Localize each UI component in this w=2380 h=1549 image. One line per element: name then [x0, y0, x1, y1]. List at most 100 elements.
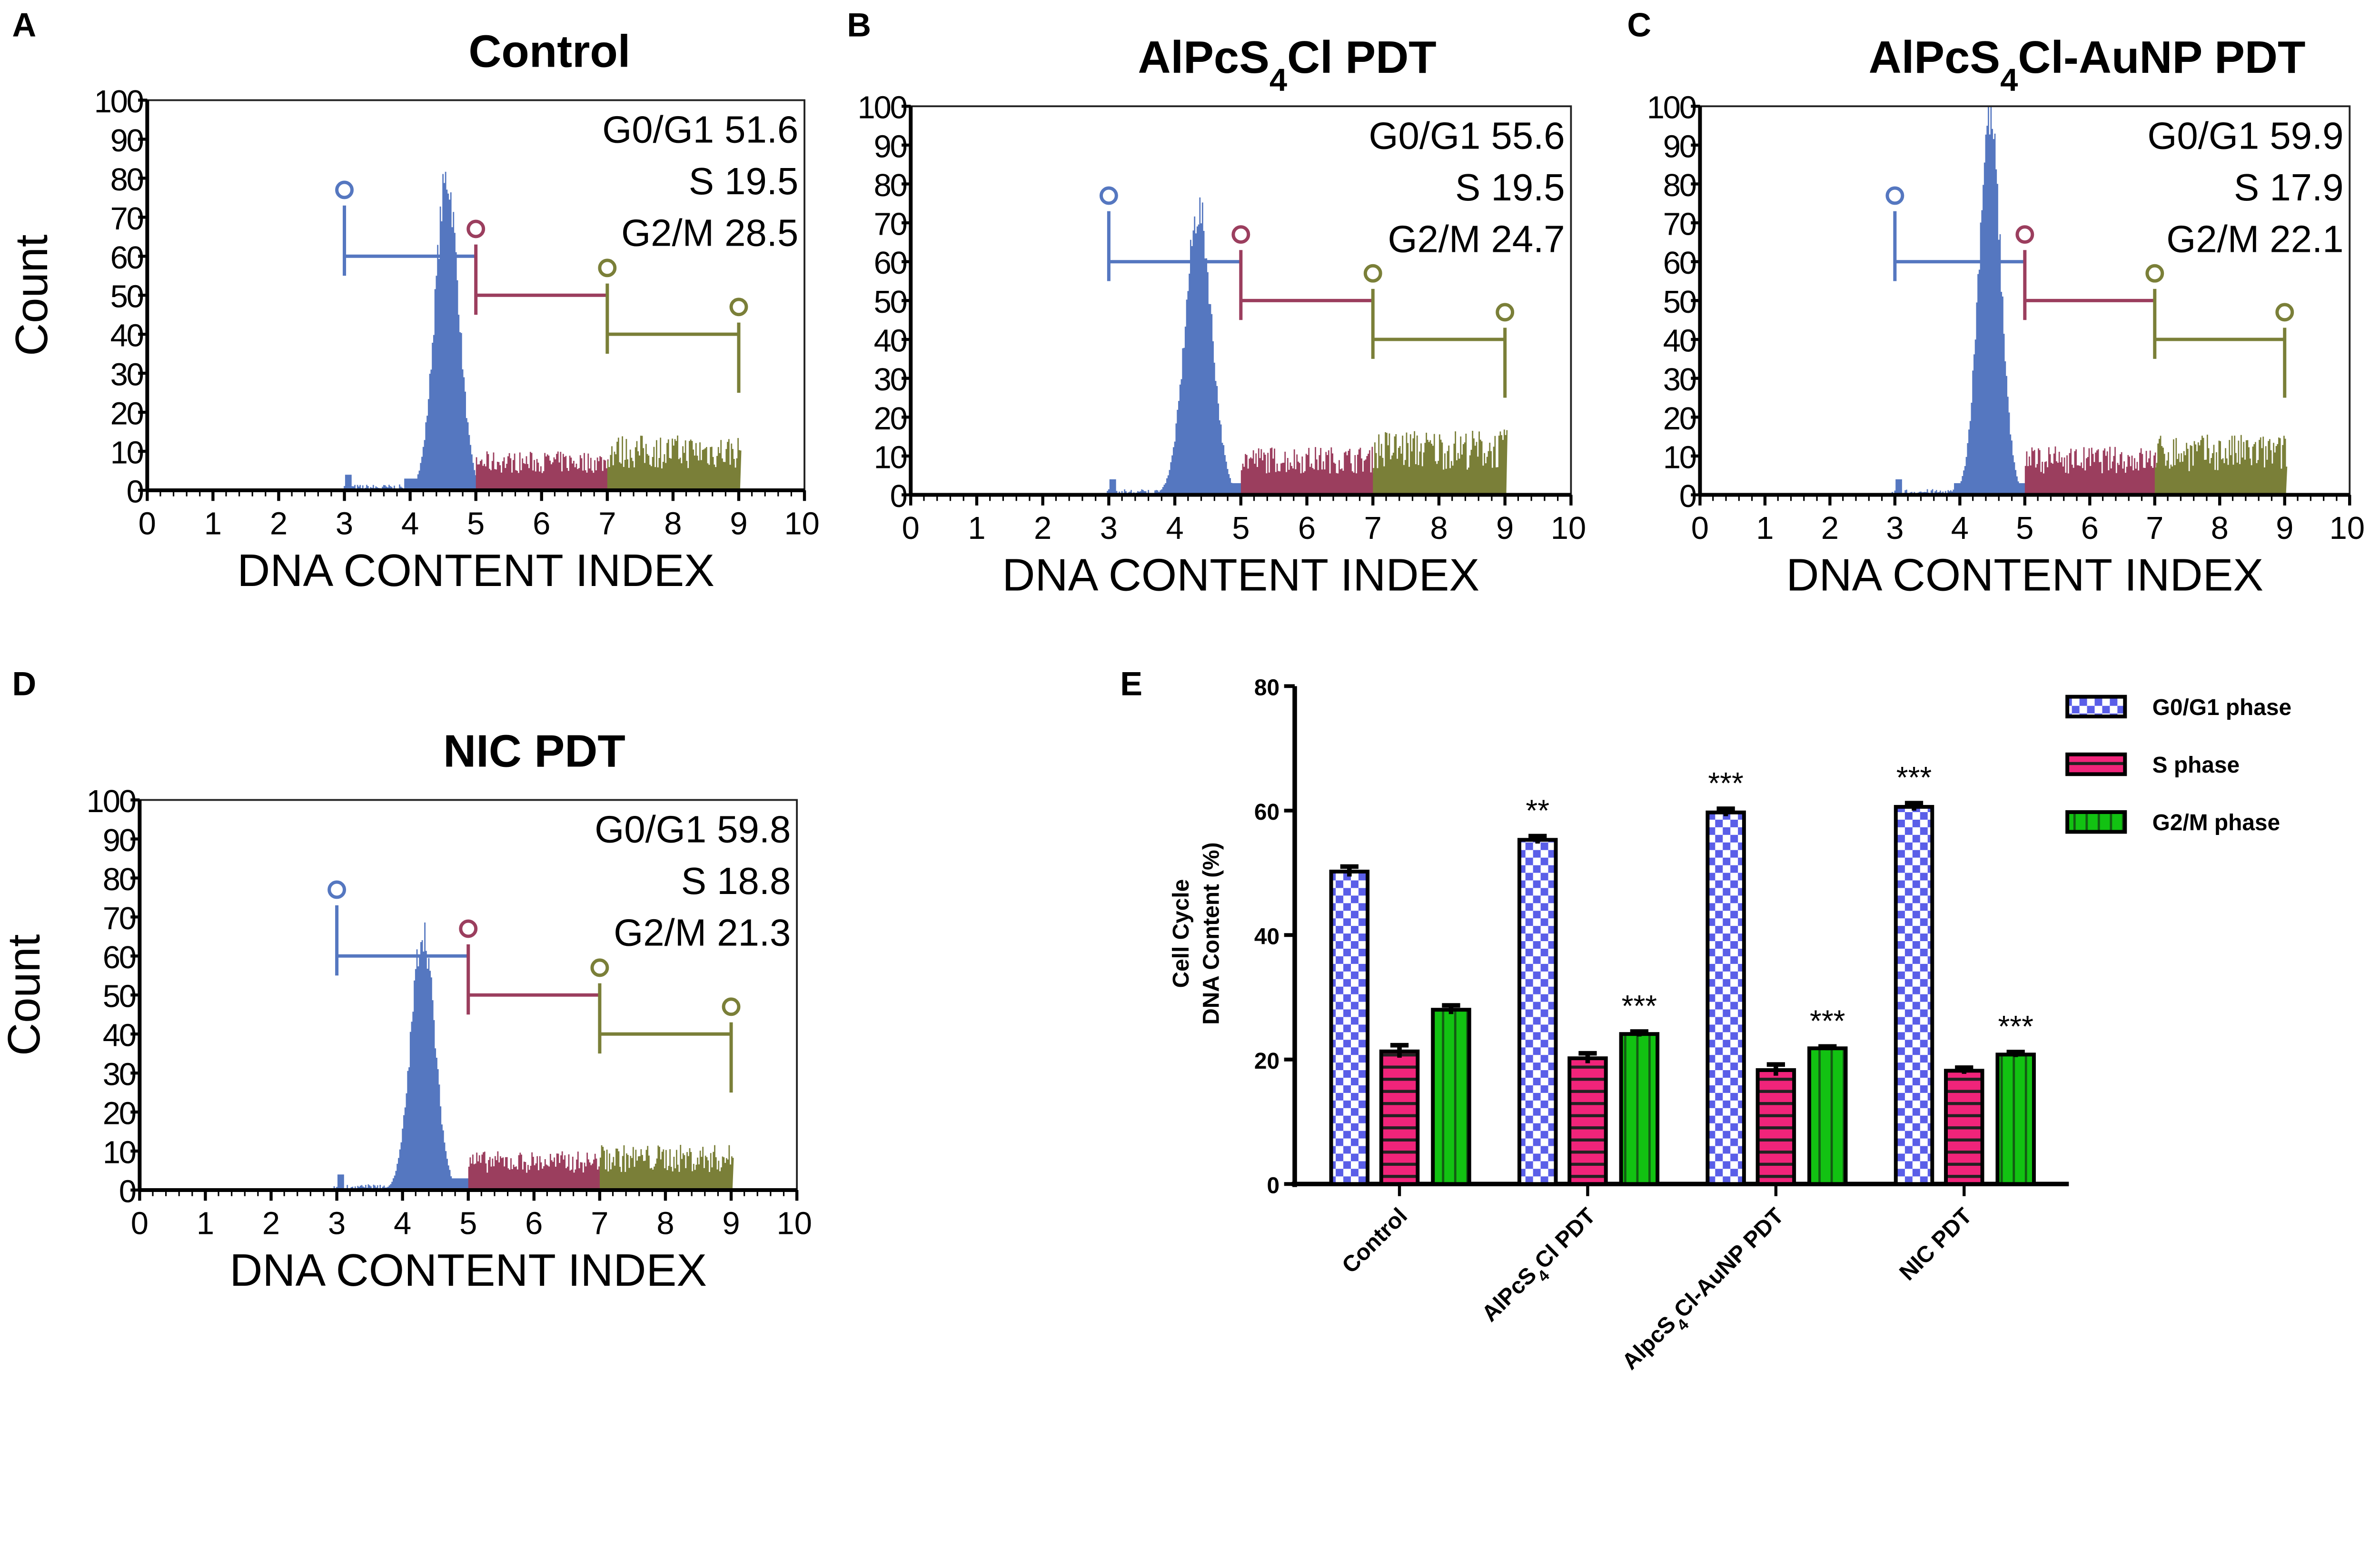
bar-g0g1: [1517, 838, 1558, 1186]
x-tick-label: 4: [1166, 510, 1183, 546]
legend-swatch: [2065, 695, 2127, 719]
gate-handle-icon: [466, 219, 486, 238]
x-tick-label: 0: [131, 1205, 149, 1241]
y-tick-label: 20: [874, 401, 907, 437]
y-tick-label: 40: [110, 318, 143, 354]
y-tick-label: 50: [1663, 284, 1696, 320]
y-tick-label: 0: [1679, 478, 1696, 514]
category-label: AlPcS4Cl PDT: [1477, 1203, 1606, 1332]
category-label: AlpcS4Cl-AuNP PDT: [1617, 1203, 1794, 1380]
x-tick-label: 2: [270, 506, 288, 541]
x-tick-label: 6: [1298, 510, 1316, 546]
legend-label: S phase: [2152, 753, 2240, 778]
panel-label-a: A: [12, 6, 37, 44]
gate-marker-s: [1231, 225, 1373, 320]
panel-title: NIC PDT: [443, 725, 625, 776]
category-label-main: AlPcS: [1477, 1262, 1541, 1327]
x-axis-label: DNA CONTENT INDEX: [237, 545, 714, 596]
x-tick-label: 8: [664, 506, 682, 541]
y-tick-label: 90: [1663, 129, 1696, 164]
x-tick-label: 8: [656, 1205, 674, 1241]
x-tick-label: 3: [1100, 510, 1118, 546]
y-tick-label: 40: [874, 323, 907, 359]
x-tick-label: 10: [1551, 510, 1586, 546]
panel-label-b: B: [847, 6, 871, 44]
y-tick-label: 40: [1254, 924, 1279, 949]
panel-title-main: NIC PDT: [443, 725, 625, 776]
significance-marker: ***: [1810, 1003, 1845, 1038]
y-axis-label: Count: [0, 934, 50, 1056]
category-label: NIC PDT: [1894, 1203, 1977, 1286]
legend-label: G2/M phase: [2152, 810, 2280, 835]
x-tick-label: 3: [1886, 510, 1904, 546]
y-tick-label: 80: [103, 862, 136, 897]
y-tick-label: 20: [1254, 1049, 1279, 1074]
y-axis-label-line1: Cell Cycle: [1169, 879, 1194, 988]
x-tick-label: 0: [139, 506, 156, 541]
gate-handle-icon: [590, 958, 609, 977]
gate-marker-g2m: [590, 958, 741, 1093]
stat-label: G0/G1 51.6: [602, 109, 798, 151]
x-tick-label: 6: [533, 506, 550, 541]
x-tick-label: 10: [2330, 510, 2365, 546]
gate-marker-s: [459, 919, 600, 1015]
bar-g2m: [1807, 1046, 1848, 1186]
bar-g0g1: [1894, 804, 1934, 1186]
panel-label-d: D: [12, 665, 37, 702]
y-tick-label: 0: [890, 478, 907, 514]
category-label-rest: Cl PDT: [1530, 1203, 1600, 1274]
histogram-s-region: [2024, 446, 2156, 495]
x-tick-label: 2: [262, 1205, 280, 1241]
stat-label: G0/G1 55.6: [1369, 114, 1565, 157]
x-tick-label: 7: [591, 1205, 608, 1241]
panel-title-rest: Cl-AuNP PDT: [2018, 32, 2305, 83]
y-tick-label: 30: [874, 362, 907, 397]
gate-handle-icon: [1099, 186, 1118, 205]
gate-marker-g2m: [2145, 264, 2294, 398]
panel-label-c: C: [1627, 6, 1651, 44]
y-axis-label-line2: DNA Content (%): [1199, 842, 1224, 1024]
y-tick-label: 30: [103, 1057, 136, 1092]
x-tick-label: 4: [401, 506, 419, 541]
x-tick-label: 4: [394, 1205, 411, 1241]
histogram-g2m-region: [2154, 435, 2288, 495]
x-tick-label: 7: [598, 506, 616, 541]
y-tick-label: 80: [1663, 168, 1696, 203]
bar-s: [1755, 1068, 1796, 1186]
stat-label: S 19.5: [689, 160, 798, 202]
x-tick-label: 9: [1496, 510, 1514, 546]
category-label: Control: [1337, 1203, 1412, 1279]
x-tick-label: 8: [2211, 510, 2229, 546]
x-tick-label: 10: [784, 506, 819, 541]
category-label-main: NIC PDT: [1894, 1203, 1977, 1286]
panel-title-main: AlPcS: [1138, 32, 1269, 83]
histogram-g0g1-region: [333, 922, 469, 1190]
x-tick-label: 0: [1691, 510, 1709, 546]
x-tick-label: 1: [1756, 510, 1774, 546]
x-tick-label: 0: [902, 510, 920, 546]
x-axis-label: DNA CONTENT INDEX: [1786, 549, 2263, 600]
category-label-rest: Cl-AuNP PDT: [1669, 1203, 1789, 1323]
gate-handle-icon: [2145, 264, 2164, 283]
y-tick-label: 50: [110, 279, 143, 315]
x-tick-label: 10: [777, 1205, 812, 1241]
panel-label-e: E: [1120, 665, 1142, 702]
gate-handle-icon: [2275, 303, 2294, 322]
y-tick-label: 10: [874, 439, 907, 475]
gate-handle-icon: [722, 997, 741, 1016]
stat-label: S 19.5: [1455, 166, 1565, 209]
y-tick-label: 20: [103, 1096, 136, 1132]
gate-marker-s: [466, 219, 607, 315]
gate-marker-g0g1: [327, 880, 468, 976]
histogram-g0g1-region: [341, 171, 477, 490]
y-tick-label: 100: [94, 84, 143, 119]
gate-marker-g2m: [598, 258, 748, 393]
y-tick-label: 100: [858, 90, 907, 126]
y-tick-label: 100: [1647, 90, 1696, 126]
bar-s: [1944, 1069, 1984, 1186]
y-tick-label: 20: [1663, 401, 1696, 437]
x-axis-label: DNA CONTENT INDEX: [229, 1245, 707, 1296]
